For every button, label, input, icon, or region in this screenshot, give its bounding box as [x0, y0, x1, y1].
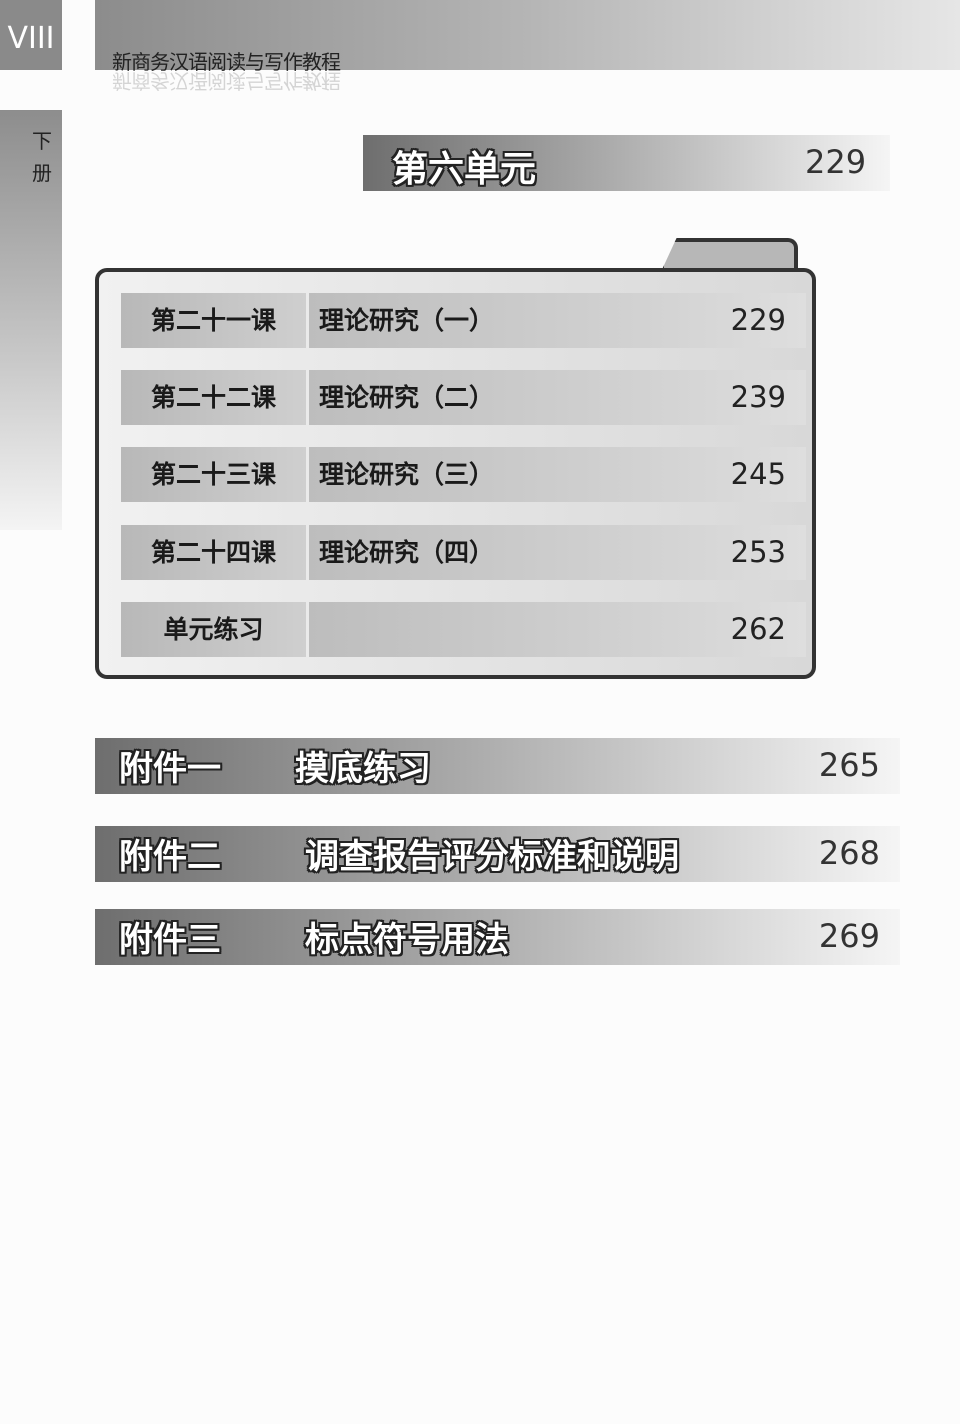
- appendix-page: 268: [818, 834, 880, 872]
- lesson-title: 理论研究（二）: [319, 383, 495, 412]
- appendix-label: 附件二: [119, 837, 221, 877]
- appendix-title: 标点符号用法: [305, 920, 509, 960]
- lesson-page: 239: [730, 380, 786, 414]
- lesson-row[interactable]: 单元练习 262: [121, 602, 807, 657]
- appendix-label: 附件一: [119, 749, 221, 789]
- lesson-folder: 第二十一课 理论研究（一） 229 第二十二课 理论研究（二） 239 第二十三课 理论研…: [95, 268, 816, 679]
- unit-page: 229: [805, 143, 867, 181]
- appendix-label: 附件三: [119, 920, 221, 960]
- side-tab: [0, 110, 62, 530]
- page-number: VIII: [0, 0, 62, 70]
- lesson-row[interactable]: 第二十一课 理论研究（一） 229: [121, 293, 807, 348]
- lesson-title: 理论研究（一）: [319, 306, 495, 335]
- book-title: 新商务汉语阅读与写作教程: [112, 50, 341, 74]
- header-band: [95, 0, 960, 70]
- unit-banner[interactable]: [363, 135, 890, 191]
- lesson-title: 理论研究（三）: [319, 460, 495, 489]
- lesson-row[interactable]: 第二十四课 理论研究（四） 253: [121, 525, 807, 580]
- appendix-title: 调查报告评分标准和说明: [305, 837, 679, 877]
- lesson-page: 253: [730, 535, 786, 569]
- appendix-row[interactable]: 附件一 摸底练习 265: [95, 738, 900, 794]
- appendix-title: 摸底练习: [295, 749, 431, 789]
- lesson-row[interactable]: 第二十三课 理论研究（三） 245: [121, 447, 807, 502]
- lesson-label: 第二十一课: [121, 293, 306, 348]
- lesson-label: 单元练习: [121, 602, 306, 657]
- volume-label: 下册: [32, 129, 52, 185]
- lesson-title: 理论研究（四）: [319, 538, 495, 567]
- unit-title: 第六单元: [392, 149, 537, 190]
- lesson-label: 第二十四课: [121, 525, 306, 580]
- lesson-page: 245: [730, 457, 786, 491]
- lesson-row[interactable]: 第二十二课 理论研究（二） 239: [121, 370, 807, 425]
- appendix-page: 269: [818, 917, 880, 955]
- lesson-page: 262: [730, 612, 786, 646]
- appendix-row[interactable]: 附件二 调查报告评分标准和说明 268: [95, 826, 900, 882]
- appendix-row[interactable]: 附件三 标点符号用法 269: [95, 909, 900, 965]
- lesson-label: 第二十二课: [121, 370, 306, 425]
- appendix-page: 265: [818, 746, 880, 784]
- book-title-reflection: 新商务汉语阅读与写作教程: [112, 69, 340, 93]
- lesson-page: 229: [730, 303, 786, 337]
- lesson-label: 第二十三课: [121, 447, 306, 502]
